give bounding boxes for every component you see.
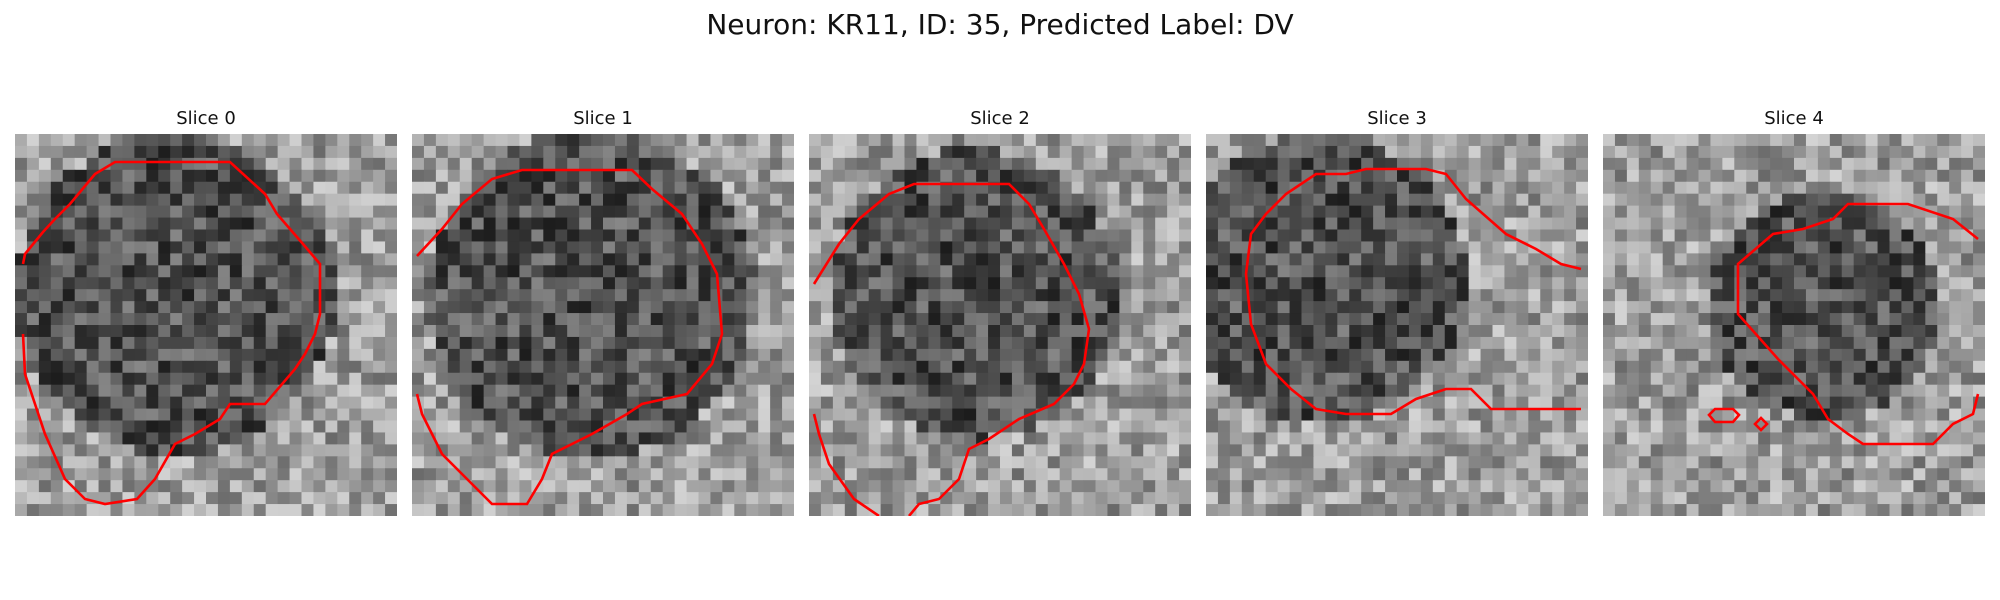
slice-panel-2: Slice 2: [809, 108, 1191, 516]
slice-title: Slice 2: [970, 108, 1030, 129]
slice-panel-3: Slice 3: [1206, 108, 1588, 516]
roi-contour: [1244, 167, 1582, 416]
slice-title: Slice 0: [176, 108, 236, 129]
roi-contour: [812, 413, 880, 516]
slice-title: Slice 3: [1367, 108, 1427, 129]
figure-title: Neuron: KR11, ID: 35, Predicted Label: D…: [706, 8, 1294, 41]
roi-contour: [1707, 407, 1741, 424]
slice-image-3: [1206, 134, 1588, 516]
slice-panel-4: Slice 4: [1603, 108, 1985, 516]
slice-image-1: [412, 134, 794, 516]
roi-contour: [812, 182, 1091, 516]
roi-contour: [1736, 202, 1980, 446]
slice-image-0: [15, 134, 397, 516]
roi-contour: [21, 160, 322, 506]
roi-contour: [1753, 416, 1769, 432]
roi-contour: [415, 168, 724, 506]
slice-title: Slice 1: [573, 108, 633, 129]
slice-panel-1: Slice 1: [412, 108, 794, 516]
slice-image-4: [1603, 134, 1985, 516]
slice-panel-0: Slice 0: [15, 108, 397, 516]
slice-title: Slice 4: [1764, 108, 1824, 129]
slice-image-2: [809, 134, 1191, 516]
